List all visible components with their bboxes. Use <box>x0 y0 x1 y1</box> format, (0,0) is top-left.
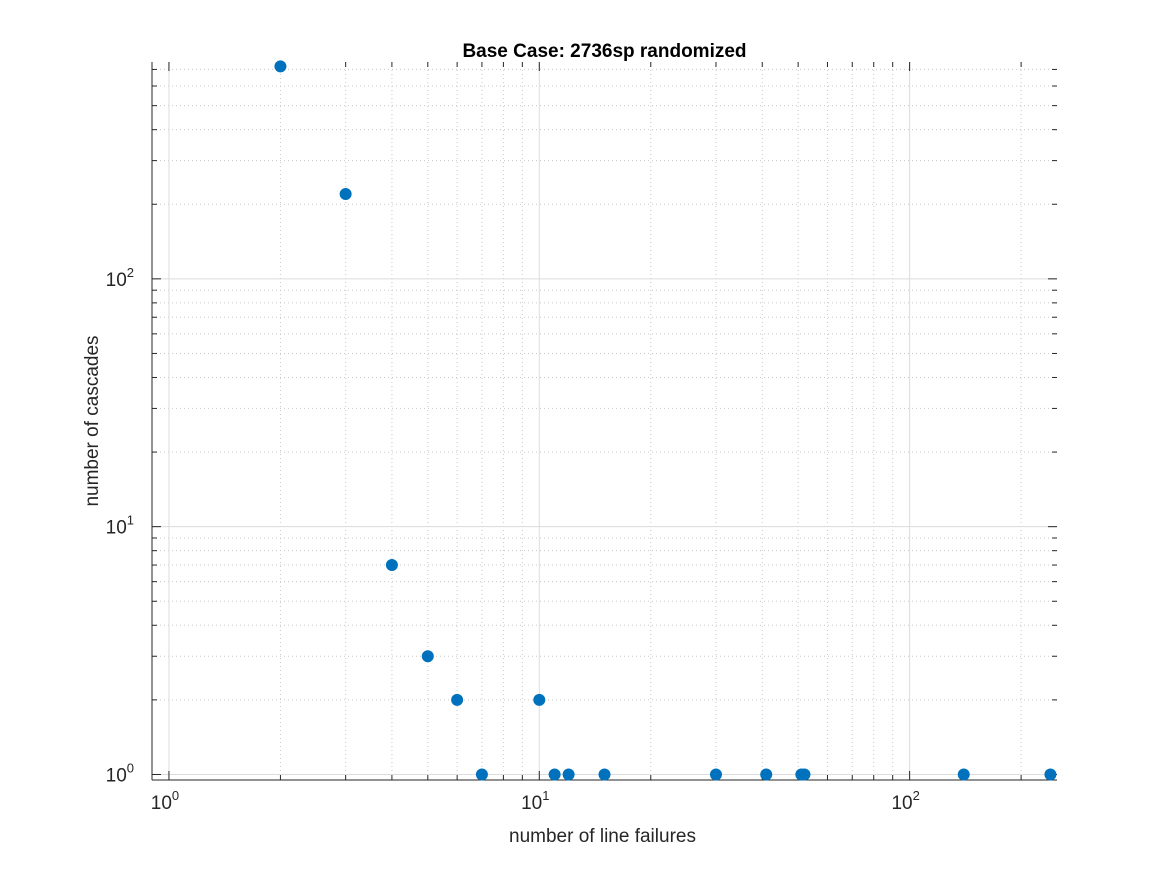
x-tick-label: 100 <box>151 788 179 814</box>
x-tick-label: 101 <box>521 788 549 814</box>
data-point <box>709 768 722 781</box>
y-tick-label: 101 <box>106 513 134 539</box>
data-point <box>548 768 561 781</box>
y-axis-label: number of cascades <box>82 335 103 506</box>
data-point <box>451 693 464 706</box>
data-points <box>274 60 1057 781</box>
data-point <box>274 60 287 73</box>
data-point <box>798 768 811 781</box>
data-point <box>385 559 398 572</box>
tick-labels: 100 101 102 100 101 102 <box>106 265 920 814</box>
data-point <box>421 650 434 663</box>
x-tick-label: 102 <box>891 788 919 814</box>
data-point <box>1044 768 1057 781</box>
data-point <box>339 187 352 200</box>
chart-title: Base Case: 2736sp randomized <box>462 41 746 62</box>
data-point <box>957 768 970 781</box>
major-grid <box>152 62 1057 780</box>
y-tick-label: 102 <box>106 265 134 291</box>
minor-grid <box>151 62 1057 780</box>
tick-marks <box>151 62 1057 780</box>
data-point <box>598 768 611 781</box>
y-tick-label: 100 <box>106 760 134 786</box>
data-point <box>475 768 488 781</box>
data-point <box>760 768 773 781</box>
data-point <box>533 693 546 706</box>
axes-background <box>152 62 1057 780</box>
x-axis-label: number of line failures <box>509 826 696 847</box>
data-point <box>562 768 575 781</box>
